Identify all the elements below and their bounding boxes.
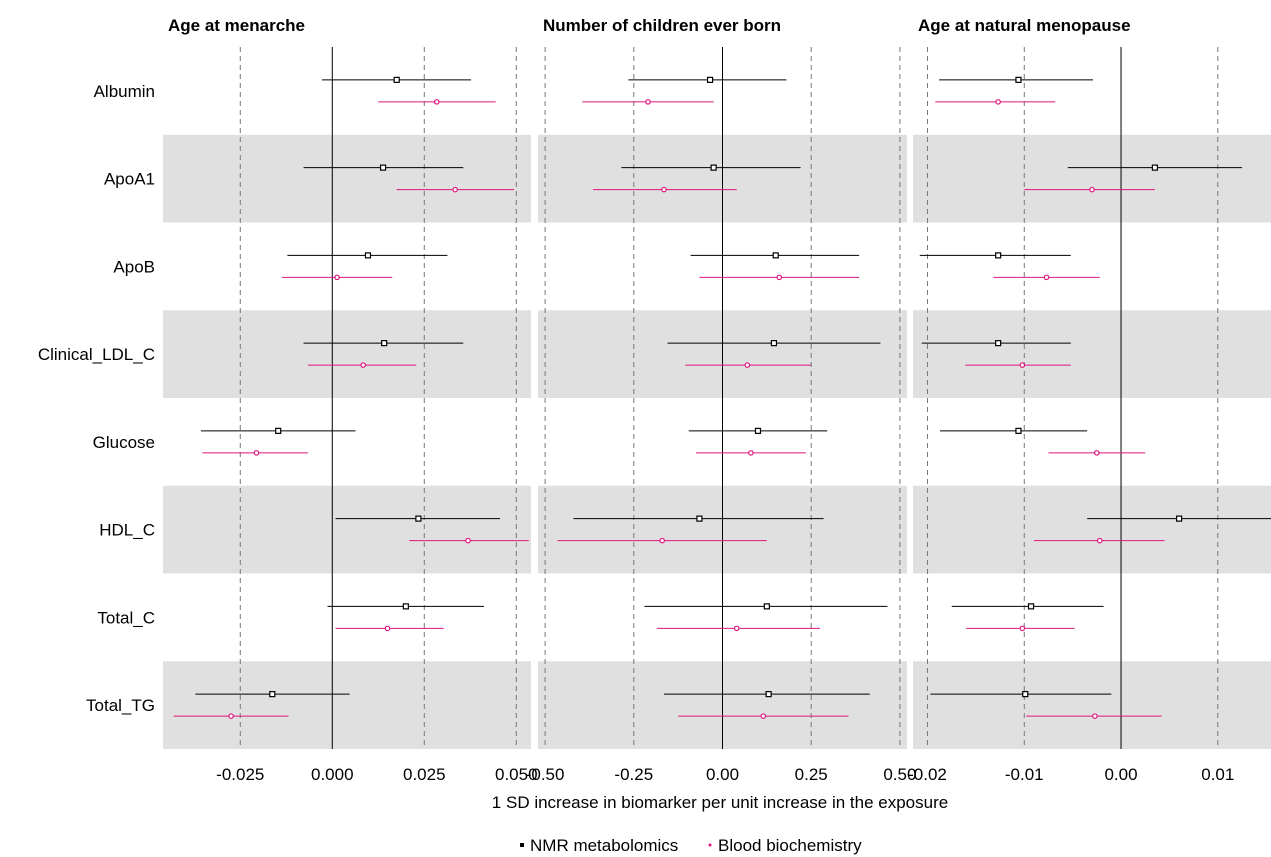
row-label-albumin: Albumin bbox=[94, 82, 155, 101]
row-label-total-c: Total_C bbox=[97, 608, 155, 627]
row-label-total-tg: Total_TG bbox=[86, 696, 155, 715]
x-tick-label: 0.25 bbox=[795, 765, 828, 784]
point-estimate bbox=[1022, 691, 1029, 698]
point-estimate bbox=[765, 691, 772, 698]
row-band bbox=[913, 310, 1271, 398]
point-estimate bbox=[364, 252, 372, 259]
point-estimate bbox=[744, 362, 751, 368]
row-label-glucose: Glucose bbox=[93, 433, 155, 452]
point-estimate bbox=[1092, 713, 1098, 719]
point-estimate bbox=[659, 537, 665, 544]
point-estimate bbox=[1175, 515, 1183, 522]
point-estimate bbox=[1151, 164, 1158, 171]
panel-title: Age at natural menopause bbox=[918, 16, 1131, 35]
row-label-apob: ApoB bbox=[113, 257, 155, 276]
row-band bbox=[163, 485, 531, 574]
point-estimate bbox=[402, 603, 409, 610]
point-estimate bbox=[706, 76, 714, 83]
point-estimate bbox=[384, 625, 391, 632]
row-label-clinical-ldl-c: Clinical_LDL_C bbox=[38, 345, 155, 364]
row-band bbox=[163, 134, 531, 223]
x-tick-label: -0.25 bbox=[614, 765, 653, 784]
point-estimate bbox=[452, 186, 458, 193]
point-estimate bbox=[710, 164, 717, 171]
legend-key bbox=[708, 843, 712, 847]
point-estimate bbox=[465, 537, 471, 544]
panel-title: Number of children ever born bbox=[543, 16, 781, 35]
x-tick-label: 0.025 bbox=[403, 765, 446, 784]
point-estimate bbox=[379, 164, 387, 171]
row-band bbox=[913, 661, 1271, 749]
point-estimate bbox=[1094, 450, 1100, 456]
row-band bbox=[913, 134, 1271, 223]
point-estimate bbox=[1015, 76, 1022, 83]
row-label-apoa1: ApoA1 bbox=[104, 170, 155, 189]
point-estimate bbox=[275, 427, 282, 434]
point-estimate bbox=[1019, 362, 1026, 368]
point-estimate bbox=[228, 713, 234, 719]
point-estimate bbox=[754, 427, 762, 434]
point-estimate bbox=[995, 252, 1002, 259]
panels: Age at menarche-0.025 0.000 0.025 0.050Numb… bbox=[163, 16, 1271, 784]
row-band bbox=[913, 485, 1271, 574]
legend: NMR metabolomics Blood biochemistry bbox=[520, 836, 862, 855]
x-tick-label: 0.050 bbox=[495, 765, 538, 784]
panel-1: Age at menarche -0.025 0.000 0.025 0.050 bbox=[163, 16, 538, 784]
x-tick-label: 0.00 bbox=[1104, 765, 1137, 784]
point-estimate bbox=[1019, 625, 1026, 632]
row-band bbox=[163, 661, 531, 749]
row-labels: Albumin ApoA1 ApoB Clinical_LDL_C Glucose HDL… bbox=[38, 82, 155, 715]
x-tick-label: 0.01 bbox=[1201, 765, 1234, 784]
x-tick-label: -0.50 bbox=[526, 765, 565, 784]
x-tick-label: 0.50 bbox=[883, 765, 916, 784]
point-estimate bbox=[696, 515, 703, 522]
point-estimate bbox=[393, 76, 400, 83]
point-estimate bbox=[760, 713, 767, 719]
point-estimate bbox=[415, 515, 422, 522]
point-estimate bbox=[433, 99, 440, 105]
point-estimate bbox=[334, 274, 340, 281]
x-tick-label: 0.00 bbox=[706, 765, 739, 784]
legend-label: NMR metabolomics bbox=[530, 836, 678, 855]
point-estimate bbox=[1015, 427, 1022, 434]
point-estimate bbox=[1089, 186, 1095, 193]
point-estimate bbox=[661, 186, 667, 193]
point-estimate bbox=[1027, 603, 1035, 610]
x-axis-title: 1 SD increase in biomarker per unit incr… bbox=[492, 793, 948, 812]
row-label-hdl-c: HDL_C bbox=[99, 521, 155, 540]
point-estimate bbox=[995, 340, 1002, 347]
point-estimate bbox=[776, 274, 783, 281]
point-estimate bbox=[1096, 537, 1103, 544]
point-estimate bbox=[360, 362, 366, 368]
point-estimate bbox=[772, 252, 779, 259]
point-estimate bbox=[770, 340, 778, 347]
row-band bbox=[163, 310, 531, 398]
point-estimate bbox=[381, 340, 388, 347]
point-estimate bbox=[253, 450, 260, 456]
legend-label: Blood biochemistry bbox=[718, 836, 862, 855]
point-estimate bbox=[995, 99, 1001, 105]
x-tick-label: -0.02 bbox=[908, 765, 947, 784]
point-estimate bbox=[733, 625, 740, 632]
point-estimate bbox=[748, 450, 754, 456]
panel-3: Age at natural menopause -0.02 -0.01 0.00 0.… bbox=[908, 16, 1271, 784]
point-estimate bbox=[269, 691, 276, 698]
point-estimate bbox=[763, 603, 770, 610]
panel-2: Number of children ever born -0.50 -0.25 0.… bbox=[526, 16, 917, 784]
panel-title: Age at menarche bbox=[168, 16, 305, 35]
point-estimate bbox=[645, 99, 651, 105]
point-estimate bbox=[1043, 274, 1050, 281]
x-tick-label: -0.01 bbox=[1005, 765, 1044, 784]
x-tick-label: -0.025 bbox=[216, 765, 264, 784]
x-tick-label: 0.000 bbox=[311, 765, 354, 784]
legend-key bbox=[520, 843, 524, 847]
